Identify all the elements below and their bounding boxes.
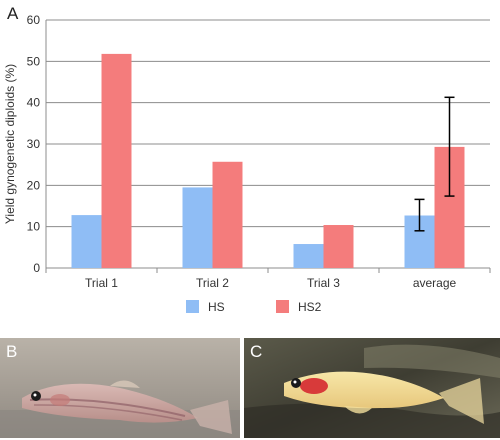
panel-letter-c: C — [250, 342, 263, 361]
bar-chart-panel: A 0 10 20 30 40 50 60 Yield gynogenetic diploids… — [3, 4, 491, 314]
y-tick-label: 0 — [33, 261, 40, 275]
zebrafish-photo-left: B — [0, 338, 240, 438]
y-tick-label: 60 — [27, 13, 41, 27]
y-axis-title: Yield gynogenetic diploids (%) — [3, 64, 17, 224]
y-tick-label: 50 — [27, 54, 41, 68]
x-tick-label: Trial 1 — [85, 276, 118, 290]
y-tick-label: 10 — [27, 220, 41, 234]
y-tick-label: 40 — [27, 96, 41, 110]
x-tick-label: Trial 2 — [196, 276, 229, 290]
legend-swatch-hs2 — [276, 300, 289, 313]
zebrafish-image-left — [0, 338, 240, 438]
bar-hs-trial-3 — [293, 244, 324, 268]
x-tick-label: average — [413, 276, 457, 290]
bar-hs2-trial-2 — [212, 161, 243, 268]
zebrafish-photo-right: C — [244, 338, 500, 438]
panel-letter-b: B — [6, 342, 18, 361]
bar-hs-trial-2 — [182, 187, 213, 268]
legend-label-hs: HS — [208, 300, 225, 314]
panel-letter-a: A — [7, 4, 19, 23]
y-tick-label: 20 — [27, 178, 41, 192]
y-tick-label: 30 — [27, 137, 41, 151]
legend-swatch-hs — [186, 300, 199, 313]
bar-hs2-trial-1 — [101, 53, 132, 268]
bar-chart: A 0 10 20 30 40 50 60 Yield gynogenetic diploids… — [3, 4, 491, 314]
x-tick-label: Trial 3 — [307, 276, 340, 290]
zebrafish-image-right — [244, 338, 500, 438]
bar-hs2-trial-3 — [323, 225, 354, 268]
bar-hs-trial-1 — [71, 215, 102, 268]
legend-label-hs2: HS2 — [298, 300, 322, 314]
